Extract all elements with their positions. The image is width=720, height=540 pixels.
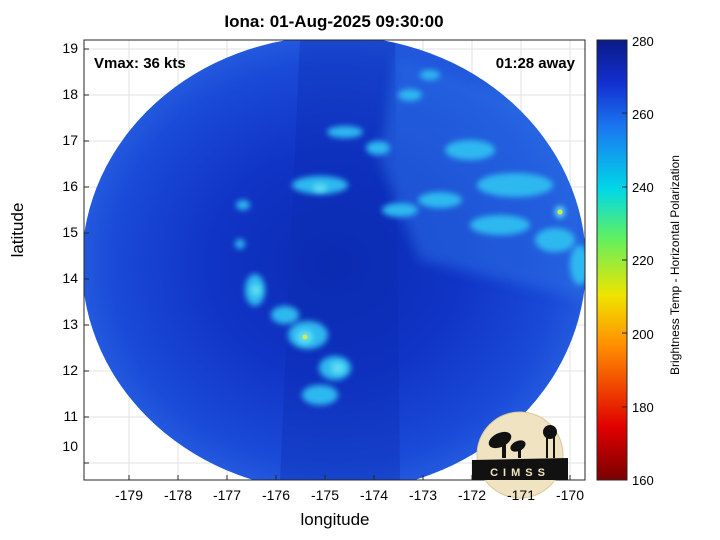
x-tick-label: -178: [163, 487, 193, 503]
y-tick-label: 10: [62, 438, 78, 454]
colorbar-tick-marks: [622, 112, 627, 408]
x-tick-label: -175: [310, 487, 340, 503]
vmax-annotation: Vmax: 36 kts: [94, 55, 186, 72]
y-tick-label: 11: [63, 408, 78, 424]
x-tick-label: -176: [261, 487, 291, 503]
colorbar-tick-label: 180: [632, 400, 654, 415]
colorbar-tick-label: 220: [632, 253, 654, 268]
y-tick-label: 16: [62, 178, 78, 194]
x-tick-label: -179: [114, 487, 144, 503]
colorbar-label: Brightness Temp - Horizontal Polarizatio…: [668, 155, 682, 375]
y-tick-label: 19: [62, 40, 78, 56]
colorbar-tick-label: 260: [632, 107, 654, 122]
y-tick-label: 12: [62, 362, 78, 378]
y-tick-label: 13: [62, 316, 78, 332]
y-tick-label: 14: [62, 270, 78, 286]
x-tick-label: -173: [408, 487, 438, 503]
colorbar-tick-label: 160: [632, 473, 654, 488]
x-tick-label: -172: [457, 487, 487, 503]
time-away-annotation: 01:28 away: [496, 55, 576, 72]
colorbar-tick-label: 240: [632, 180, 654, 195]
cimss-logo: CIMSS: [472, 411, 568, 499]
axes-box: [83, 39, 586, 481]
x-tick-label: -171: [506, 487, 536, 503]
x-axis-label: longitude: [300, 510, 370, 529]
chart-title: Iona: 01-Aug-2025 09:30:00: [224, 12, 444, 31]
y-tick-label: 18: [62, 86, 78, 102]
x-tick-label: -170: [555, 487, 585, 503]
colorbar-tick-label: 200: [632, 327, 654, 342]
colorbar-tick-label: 280: [632, 34, 654, 49]
x-tick-label: -174: [359, 487, 389, 503]
logo-text: CIMSS: [490, 467, 550, 479]
x-tick-marks: [84, 48, 571, 480]
x-tick-label: -177: [212, 487, 242, 503]
y-axis-label: latitude: [8, 202, 27, 258]
y-tick-label: 15: [62, 224, 78, 240]
y-tick-label: 17: [62, 132, 78, 148]
